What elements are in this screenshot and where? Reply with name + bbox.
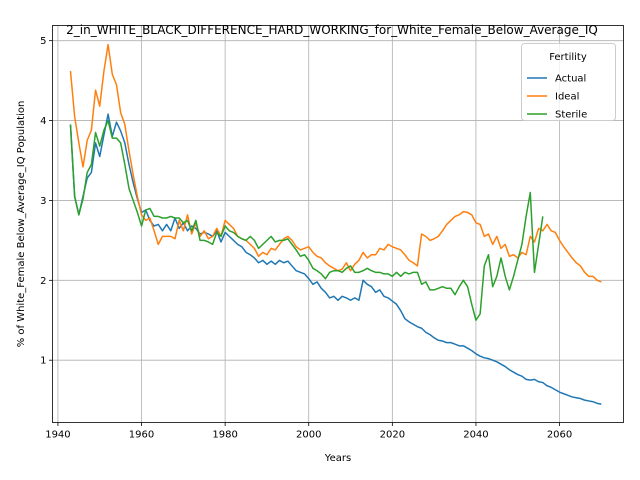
y-tick-label-1: 1 (40, 356, 46, 367)
x-tick-label-2000: 2000 (296, 430, 321, 441)
y-tick-label-4: 4 (40, 116, 46, 127)
plot-frame (52, 25, 624, 423)
x-tick-label-1980: 1980 (212, 430, 237, 441)
legend-title: Fertility (549, 52, 587, 63)
legend-label-sterile: Sterile (555, 110, 587, 121)
y-axis-label: % of White_Female Below_Average_IQ Popul… (16, 101, 27, 348)
legend-box (521, 43, 616, 121)
x-tick-label-1940: 1940 (45, 430, 70, 441)
series-line-ideal (69, 43, 602, 283)
x-tick-label-2040: 2040 (463, 430, 488, 441)
series-line-sterile (69, 119, 544, 321)
x-tick-label-2060: 2060 (547, 430, 572, 441)
x-tick-label-1960: 1960 (129, 430, 154, 441)
legend-entries: Actual Ideal Sterile (527, 74, 587, 121)
chart-title: 2_in_WHITE_BLACK_DIFFERENCE_HARD_WORKING… (66, 23, 598, 37)
y-tick-label-2: 2 (40, 276, 46, 287)
legend-label-ideal: Ideal (555, 92, 579, 103)
x-axis-label: Years (324, 453, 351, 464)
legend-label-actual: Actual (555, 74, 586, 85)
y-tick-label-5: 5 (40, 36, 46, 47)
series-line-actual (69, 113, 602, 405)
y-tick-label-3: 3 (40, 196, 46, 207)
x-tick-label-2020: 2020 (380, 430, 405, 441)
legend: Fertility Actual Ideal Sterile (521, 43, 616, 121)
tick-layer: 1940 1960 1980 2000 2020 2040 2060 1 2 3 4 5 (40, 36, 572, 440)
series-layer (69, 43, 602, 405)
